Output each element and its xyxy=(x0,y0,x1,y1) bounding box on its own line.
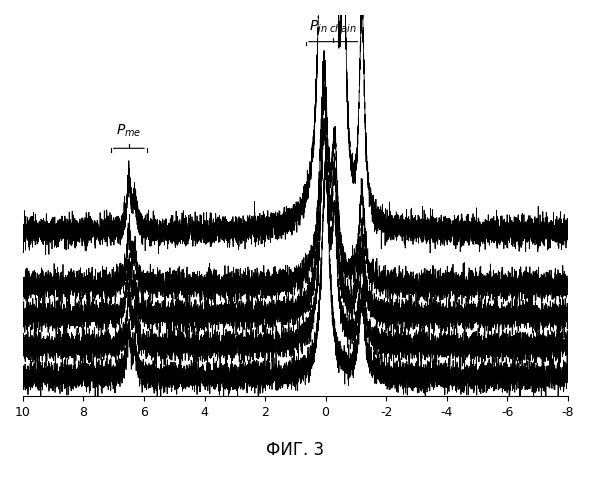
Text: $P_{me}$: $P_{me}$ xyxy=(116,122,141,139)
Text: $P_{in\ chain}$: $P_{in\ chain}$ xyxy=(309,18,357,35)
Text: ФИГ. 3: ФИГ. 3 xyxy=(266,442,325,460)
